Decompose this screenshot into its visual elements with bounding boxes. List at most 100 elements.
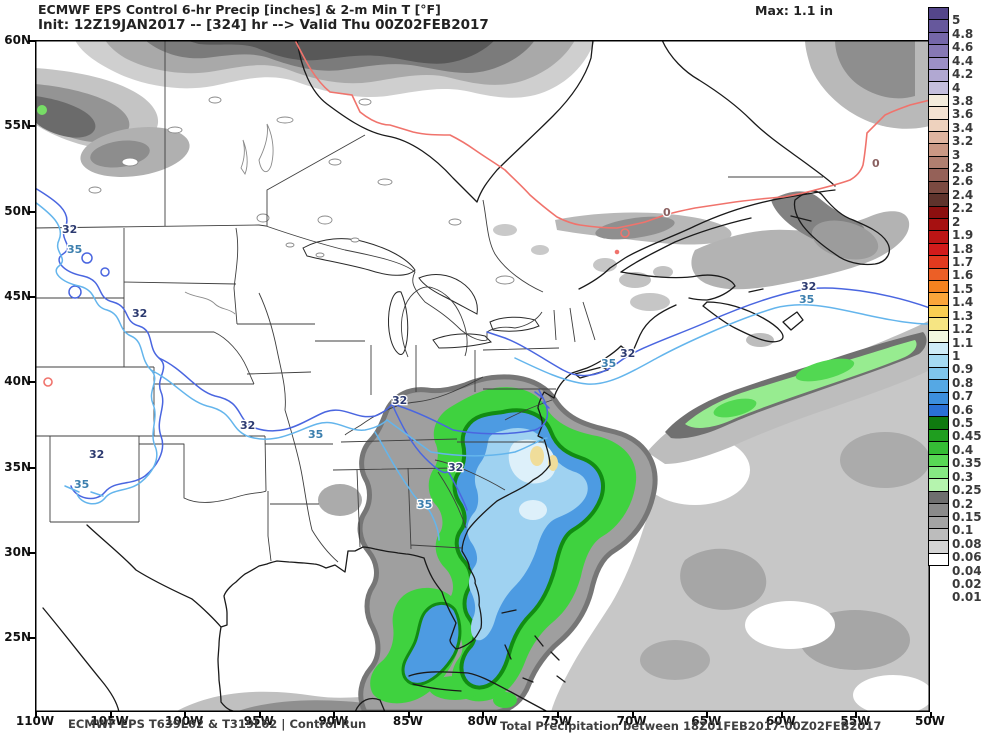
colorbar-tick-label: 0.3 (952, 469, 974, 484)
yellow-max-fleck (530, 446, 544, 466)
lon-tick (780, 712, 783, 718)
colorbar-tick-label: 0.04 (952, 563, 982, 578)
colorbar-cell (928, 304, 949, 319)
lon-tick (407, 712, 410, 718)
lon-tick-label: 70W (616, 714, 647, 728)
colorbar (928, 7, 949, 567)
colorbar-tick-label: 3.8 (952, 93, 974, 108)
lon-tick (333, 712, 336, 718)
colorbar-cell (928, 69, 949, 83)
contour-label-35F: 35 (601, 357, 616, 370)
map-title: ECMWF EPS Control 6-hr Precip [inches] &… (38, 2, 441, 17)
canada-lakes-minor (88, 96, 515, 315)
colorbar-cell (928, 93, 949, 108)
colorbar-tick-label: 0.7 (952, 389, 974, 404)
colorbar-tick-label: 0.25 (952, 483, 982, 498)
colorbar-tick-label: 0.15 (952, 509, 982, 524)
colorbar-tick-label: 0.45 (952, 429, 982, 444)
lat-tick (29, 551, 35, 554)
colorbar-tick-label: 0.02 (952, 577, 982, 592)
lon-tick-label: 95W (243, 714, 274, 728)
colorbar-cell (928, 391, 949, 405)
colorbar-cell (928, 180, 949, 195)
lon-tick-label: 100W (165, 714, 204, 728)
colorbar-tick-label: 0.08 (952, 536, 982, 551)
colorbar-cell (928, 267, 949, 281)
colorbar-cell (928, 366, 949, 381)
precip-shading-canada (35, 40, 595, 177)
colorbar-tick-label: 1.6 (952, 268, 974, 283)
colorbar-tick-label: 4.6 (952, 40, 974, 55)
colorbar-cell (928, 279, 949, 294)
colorbar-cell (928, 478, 949, 492)
colorbar-cell (928, 81, 949, 95)
contour-label-32F: 32 (801, 280, 816, 293)
colorbar-tick-label: 5 (952, 13, 961, 28)
lat-tick-label: 30N (4, 544, 31, 559)
colorbar-tick-label: 3.2 (952, 134, 974, 149)
colorbar-cell (928, 44, 949, 58)
colorbar-cell (928, 490, 949, 505)
lon-tick-label: 75W (542, 714, 573, 728)
contour-label-32F: 32 (89, 448, 104, 461)
valid-period-caption: Total Precipitation between 18Z01FEB2017… (500, 719, 882, 733)
colorbar-cell (928, 217, 949, 232)
lon-tick-label: 105W (90, 714, 129, 728)
model-info-caption: ECMWF EPS T639L62 & T319L62 | Control Ru… (68, 717, 367, 731)
colorbar-tick-label: 2.2 (952, 201, 974, 216)
lon-tick-label: 60W (765, 714, 796, 728)
contour-label-32F: 32 (620, 347, 635, 360)
max-value-label: Max: 1.1 in (755, 3, 833, 18)
lat-tick (29, 125, 35, 128)
colorbar-cell (928, 31, 949, 46)
colorbar-tick-label: 4 (952, 80, 961, 95)
colorbar-tick-label: 0.35 (952, 456, 982, 471)
colorbar-tick-label: 1.9 (952, 228, 974, 243)
contour-label-35F: 35 (799, 293, 814, 306)
contour-label-0F: 0 (872, 157, 880, 170)
colorbar-cell (928, 453, 949, 468)
precip-shield-southeast (357, 374, 658, 715)
colorbar-tick-label: 1.2 (952, 322, 974, 337)
colorbar-tick-label: 0.9 (952, 362, 974, 377)
colorbar-cell (928, 329, 949, 343)
colorbar-cell (928, 193, 949, 207)
temp-contour-0F (43, 39, 931, 387)
colorbar-tick-label: 3.4 (952, 120, 974, 135)
colorbar-cell (928, 155, 949, 170)
colorbar-cell (928, 7, 949, 21)
green-precip-dot (37, 105, 47, 115)
colorbar-cell (928, 168, 949, 182)
lon-tick-label: 110W (15, 714, 55, 728)
colorbar-cell (928, 552, 949, 567)
colorbar-tick-label: 1.8 (952, 241, 974, 256)
lon-tick-label: 55W (840, 714, 871, 728)
lat-tick-label: 50N (4, 203, 31, 218)
lon-tick (258, 712, 261, 718)
colorbar-tick-label: 0.2 (952, 496, 974, 511)
lat-tick-label: 25N (4, 630, 31, 645)
contour-label-35F: 35 (74, 478, 89, 491)
lat-tick-label: 60N (4, 33, 31, 47)
colorbar-tick-label: 3 (952, 147, 961, 162)
lat-tick-label: 35N (4, 459, 31, 474)
colorbar-tick-label: 2 (952, 214, 961, 229)
colorbar-cell (928, 242, 949, 257)
lat-tick (29, 381, 35, 384)
lat-tick-label: 45N (4, 288, 31, 303)
contour-label-35F: 35 (308, 428, 323, 441)
coastlines (42, 39, 890, 713)
colorbar-cell (928, 292, 949, 306)
colorbar-tick-label: 3.6 (952, 107, 974, 122)
precip-shading-quebec-newfoundland (493, 40, 930, 347)
colorbar-cell (928, 230, 949, 244)
contour-label-0F: 0 (663, 206, 671, 219)
colorbar-tick-label: 0.6 (952, 402, 974, 417)
lon-tick (855, 712, 858, 718)
lon-tick (929, 712, 932, 718)
colorbar-tick-label: 1 (952, 348, 961, 363)
state-borders (34, 40, 823, 563)
lon-tick-label: 65W (691, 714, 722, 728)
